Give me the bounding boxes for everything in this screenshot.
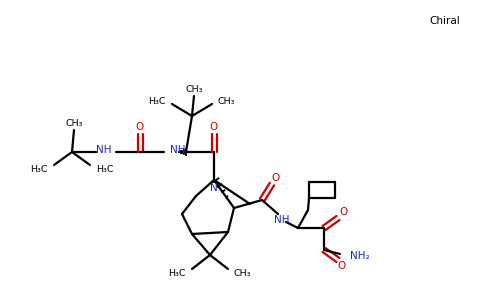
Text: H₃C: H₃C [149,97,166,106]
Text: O: O [210,122,218,132]
Text: CH₃: CH₃ [185,85,203,94]
Text: H₃C: H₃C [168,269,186,278]
Text: H₃C: H₃C [30,166,48,175]
Text: O: O [340,207,348,217]
Text: H₃C: H₃C [96,166,114,175]
Text: NH: NH [96,145,112,155]
Text: O: O [272,173,280,183]
Text: Chiral: Chiral [430,16,460,26]
Text: CH₃: CH₃ [218,97,236,106]
Text: NH: NH [274,215,290,225]
Text: O: O [136,122,144,132]
Text: O: O [338,261,346,271]
Text: CH₃: CH₃ [65,118,83,127]
Text: NH: NH [170,145,185,155]
Text: CH₃: CH₃ [234,269,252,278]
Text: NH₂: NH₂ [350,251,370,261]
Text: N: N [210,183,218,193]
